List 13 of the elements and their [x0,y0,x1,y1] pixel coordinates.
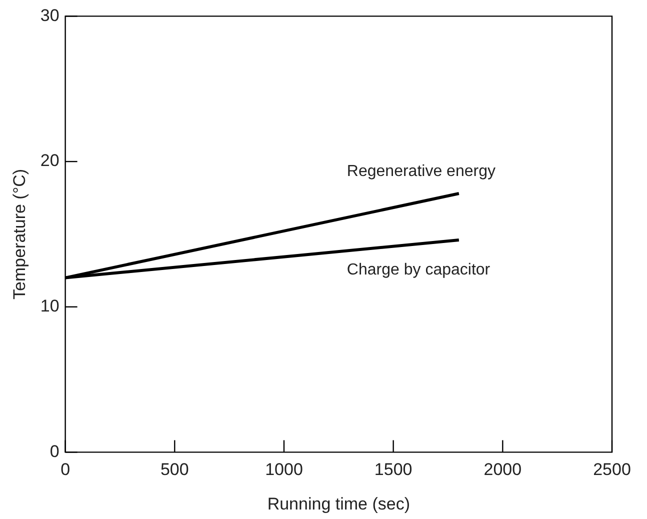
x-tick-label: 500 [160,460,189,480]
x-tick-label: 1500 [374,460,412,480]
x-tick-label: 2500 [593,460,631,480]
x-axis-title: Running time (sec) [267,494,410,514]
x-tick-label: 1000 [265,460,303,480]
y-tick-label: 0 [50,442,60,461]
series-label: Regenerative energy [346,162,496,180]
x-tick-label: 2000 [484,460,522,480]
y-tick-label: 30 [40,6,60,25]
y-tick-label: 20 [40,151,60,170]
series-label: Charge by capacitor [346,261,491,278]
y-axis-title: Temperature (°C) [10,168,29,300]
y-tick-label: 10 [40,296,60,316]
